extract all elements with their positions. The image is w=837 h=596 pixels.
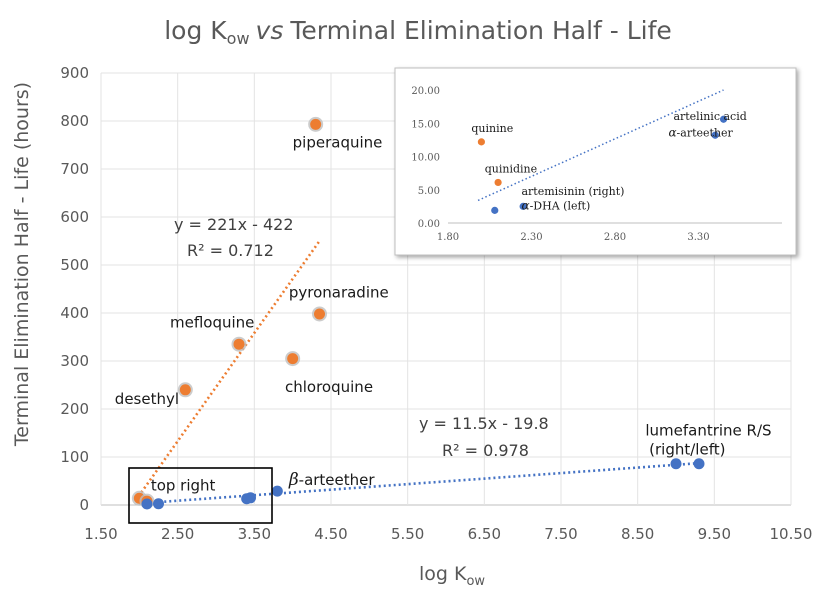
inset-y-tick-label: 15.00 <box>411 119 440 130</box>
inset-point-label: artemisinin (right) <box>521 185 624 198</box>
point-label: β-arteether <box>288 470 376 490</box>
point-label: piperaquine <box>293 133 383 151</box>
trendlines <box>134 240 700 505</box>
y-tick-label: 800 <box>60 112 89 130</box>
data-point <box>141 498 153 510</box>
y-tick-label: 0 <box>79 496 89 514</box>
inset-data-point <box>491 206 499 214</box>
inset-point-label: artelinic acid <box>673 110 746 123</box>
point-labels: piperaquine pyronaradine mefloquine chloroq… <box>115 133 772 494</box>
inset-trendline <box>477 89 724 202</box>
inset-point-label: quinidine <box>485 162 537 175</box>
inset-data-point <box>519 202 527 210</box>
y-axis-title: Terminal Elimination Half - Life (hours) <box>11 82 33 447</box>
inset-y-tick-label: 10.00 <box>411 153 440 164</box>
data-point <box>287 353 299 365</box>
inset-x-axis-ticks: 1.80 2.30 2.80 3.30 <box>437 232 710 243</box>
y-axis-ticks: 0 100 200 300 400 500 600 700 800 900 <box>60 64 89 514</box>
chart-title: log Kow vs Terminal Elimination Half - Lif… <box>164 16 672 48</box>
inset-data-point <box>494 178 502 187</box>
x-tick-label: 7.50 <box>544 525 577 543</box>
y-tick-label: 300 <box>60 352 89 370</box>
inset-x-tick-label: 3.30 <box>687 232 709 243</box>
inset-data-point <box>711 131 719 139</box>
inset-y-axis-ticks: 0.00 5.00 10.00 15.00 20.00 <box>411 86 440 230</box>
trendline-series-0 <box>134 240 321 502</box>
inset-frame <box>394 67 797 256</box>
inset-y-tick-label: 0.00 <box>418 219 440 230</box>
inset-y-tick-label: 20.00 <box>411 86 440 97</box>
y-tick-label: 200 <box>60 400 89 418</box>
inset-point-label: α-arteether <box>668 126 733 140</box>
point-label: mefloquine <box>170 313 254 331</box>
x-tick-label: 9.50 <box>698 525 731 543</box>
y-tick-label: 600 <box>60 208 89 226</box>
point-label: pyronaradine <box>289 284 389 302</box>
data-point <box>693 458 705 470</box>
data-point <box>245 492 256 504</box>
point-label: lumefantrine R/S <box>645 421 771 439</box>
y-tick-label: 100 <box>60 448 89 466</box>
data-point <box>179 384 191 396</box>
point-label: (right/left) <box>649 441 725 459</box>
inset-x-tick-label: 2.30 <box>520 232 542 243</box>
data-point <box>153 498 164 510</box>
data-point <box>271 485 283 497</box>
point-label: top right <box>151 477 216 495</box>
inset-x-tick-label: 1.80 <box>437 232 459 243</box>
inset-data-point <box>477 138 485 146</box>
y-tick-label: 900 <box>60 64 89 82</box>
inset-y-tick-label: 5.00 <box>418 186 440 197</box>
data-point <box>670 458 682 470</box>
data-point <box>310 118 322 130</box>
x-axis-ticks: 1.50 2.50 3.50 4.50 5.50 6.50 7.50 8.50 9.50 10.5… <box>84 525 812 543</box>
data-point <box>233 338 245 350</box>
y-tick-label: 700 <box>60 160 89 178</box>
x-tick-label: 3.50 <box>238 525 271 543</box>
data-points <box>131 116 705 510</box>
y-tick-label: 400 <box>60 304 89 322</box>
inset-trendline-line <box>477 89 724 202</box>
x-axis-title: log Kow <box>419 563 485 589</box>
point-label: desethyl <box>115 390 179 408</box>
x-tick-label: 1.50 <box>84 525 117 543</box>
trendline-series-1 <box>139 461 700 505</box>
x-tick-label: 6.50 <box>468 525 501 543</box>
inset-point-label: quinine <box>471 122 513 135</box>
blue-r-squared: R² = 0.978 <box>442 441 529 460</box>
gridlines <box>100 72 792 506</box>
blue-equation: y = 11.5x - 19.8 <box>419 414 549 433</box>
point-label: chloroquine <box>285 378 373 396</box>
inset-data-point <box>719 115 728 123</box>
orange-equation: y = 221x - 422 <box>174 215 294 234</box>
y-tick-label: 500 <box>60 256 89 274</box>
zoom-region-box <box>128 467 273 524</box>
orange-r-squared: R² = 0.712 <box>187 241 274 260</box>
inset-chart: 0.00 5.00 10.00 15.00 20.00 1.80 2.30 2.80 3.30… <box>394 67 797 256</box>
inset-x-tick-label: 2.80 <box>604 232 626 243</box>
x-tick-label: 2.50 <box>161 525 194 543</box>
x-tick-label: 5.50 <box>391 525 424 543</box>
inset-point-label: α-DHA (left) <box>521 199 590 213</box>
inset-data-points <box>477 115 728 214</box>
inset-point-labels: quinine quinidine artemisinin (right)α-DHA… <box>471 110 746 213</box>
x-tick-label: 4.50 <box>314 525 347 543</box>
x-tick-label: 8.50 <box>621 525 654 543</box>
data-point <box>314 308 325 320</box>
x-tick-label: 10.50 <box>770 525 813 543</box>
